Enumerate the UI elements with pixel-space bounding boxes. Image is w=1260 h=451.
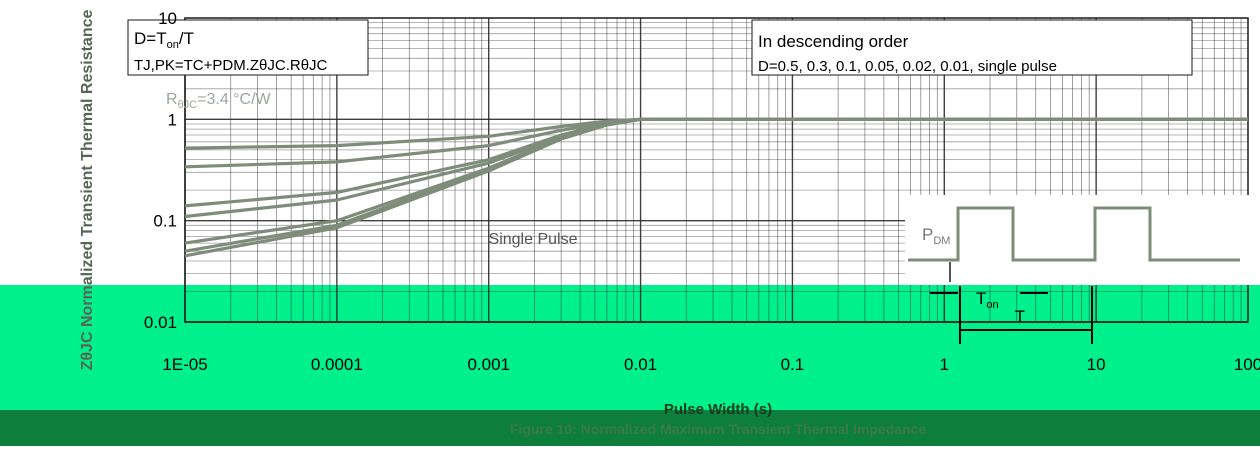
- y-tick-label: 1: [168, 110, 177, 129]
- pdm-label: PDM: [922, 225, 950, 247]
- x-tick-label: 0.1: [781, 355, 805, 374]
- x-tick-label: 0.01: [624, 355, 657, 374]
- formula-box: [127, 19, 369, 76]
- order-list: D=0.5, 0.3, 0.1, 0.05, 0.02, 0.01, singl…: [758, 58, 1057, 75]
- schematic-background: [905, 195, 1255, 285]
- duty-formula: D=Ton/T: [134, 29, 194, 51]
- ton-label: Ton: [976, 289, 999, 311]
- pulse-waveform: [908, 206, 1240, 262]
- green-band: [0, 285, 1260, 410]
- x-axis-label: Pulse Width (s): [664, 401, 772, 418]
- order-title: In descending order: [758, 32, 909, 51]
- x-tick-label: 1E-05: [162, 355, 207, 374]
- series-line-single-pulse: [184, 117, 1248, 258]
- order-box: [751, 19, 1193, 76]
- x-tick-label: 10: [1087, 355, 1106, 374]
- dark-band: [0, 410, 1260, 446]
- y-tick-label: 0.01: [144, 313, 177, 332]
- x-tick-label: 0.0001: [311, 355, 363, 374]
- t-label: T: [1015, 307, 1025, 326]
- x-tick-label: 0.001: [467, 355, 510, 374]
- figure-title: Figure 10: Normalized Maximum Transient …: [510, 421, 926, 437]
- y-axis-label: ZθJC Normalized Transient Thermal Resist…: [79, 10, 96, 371]
- single-pulse-label: Single Pulse: [489, 231, 578, 248]
- tj-formula: TJ,PK=TC+PDM.ZθJC.RθJC: [134, 57, 328, 74]
- plot-frame: [184, 17, 1249, 323]
- x-tick-label: 100: [1234, 355, 1260, 374]
- x-tick-label: 1: [940, 355, 949, 374]
- y-tick-label: 0.1: [153, 212, 177, 231]
- y-tick-label: 10: [158, 9, 177, 28]
- rth-value: RθJC=3.4 °C/W: [166, 91, 272, 111]
